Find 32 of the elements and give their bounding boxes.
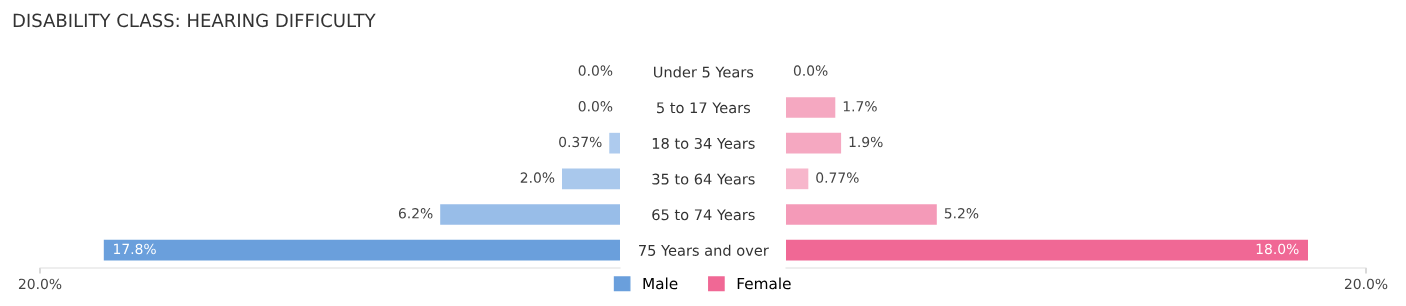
legend-label: Female (737, 277, 791, 290)
y-tick-label: 35 to 64 Years (652, 173, 755, 185)
x-tick-label: 20.0% (18, 278, 62, 290)
bar (786, 204, 937, 225)
data-label: 0.0% (578, 65, 613, 76)
bar (440, 204, 620, 225)
x-tick-label: 20.0% (1344, 278, 1388, 290)
data-label: 1.7% (843, 101, 877, 112)
data-label: 0.77% (816, 172, 859, 183)
bar (786, 168, 809, 190)
data-label: 6.2% (398, 208, 433, 219)
y-tick-label: Under 5 Years (654, 66, 754, 78)
bar (786, 97, 836, 118)
data-label: 18.0% (1256, 243, 1299, 255)
y-tick-label: 65 to 74 Years (652, 209, 755, 221)
bar (103, 239, 620, 261)
chart-title: DISABILITY CLASS: HEARING DIFFICULTY (13, 13, 376, 28)
y-tick-label: 75 Years and over (639, 244, 769, 256)
bar (786, 132, 842, 154)
data-label: 0.37% (559, 136, 602, 148)
data-label: 17.8% (114, 243, 156, 255)
y-tick-label: 5 to 17 Years (657, 102, 751, 114)
bar (786, 239, 1308, 261)
y-tick-label: 18 to 34 Years (652, 137, 755, 149)
data-label: 1.9% (849, 136, 883, 148)
legend-label: Male (643, 277, 678, 290)
data-label: 5.2% (944, 208, 979, 219)
data-label: 0.0% (793, 65, 828, 76)
bar (609, 132, 620, 154)
data-label: 2.0% (520, 172, 555, 183)
bar (562, 168, 620, 190)
data-label: 0.0% (578, 101, 613, 112)
